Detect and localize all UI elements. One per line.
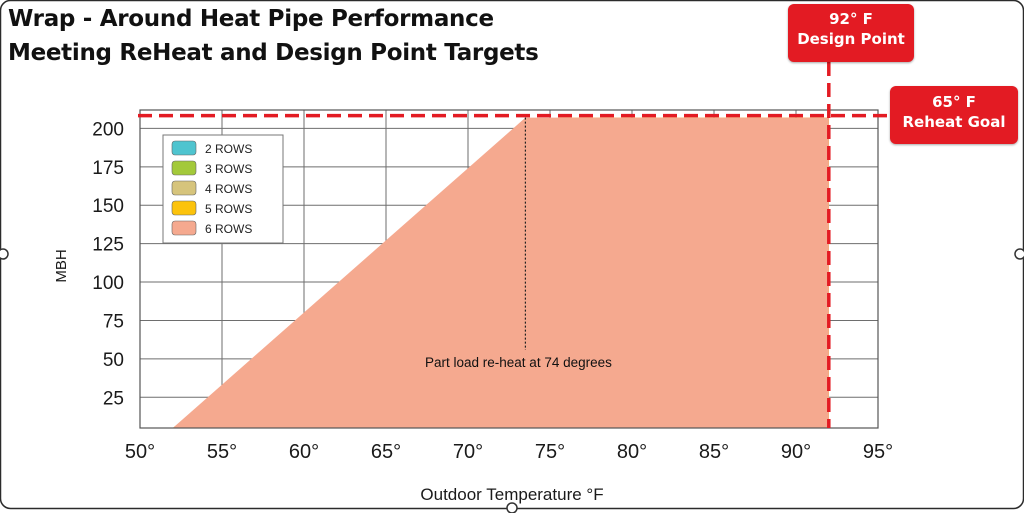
- axes: 50° 55° 60° 65° 70° 75° 80° 85° 90° 95° 25 50 75 100 1…: [53, 109, 893, 504]
- x-tick-label: 90°: [781, 441, 811, 463]
- legend-label: 5 ROWS: [205, 202, 252, 216]
- x-tick-label: 60°: [289, 441, 319, 463]
- legend-label: 4 ROWS: [205, 182, 252, 196]
- legend-swatch: [171, 140, 197, 156]
- legend-swatch: [171, 200, 197, 216]
- annotation-text: Part load re-heat at 74 degrees: [425, 355, 612, 370]
- chart-title-line-2: Meeting ReHeat and Design Point Targets: [8, 40, 539, 66]
- y-axis-label: MBH: [53, 249, 70, 282]
- legend-swatch: [171, 160, 197, 176]
- x-tick-label: 65°: [371, 441, 401, 463]
- legend-swatch: [171, 220, 197, 236]
- y-tick-label: 100: [92, 273, 124, 294]
- design-point-callout: 92° F Design Point: [788, 4, 914, 62]
- reheat-goal-temp: 65° F: [932, 93, 976, 111]
- frame-handle: [0, 248, 9, 260]
- x-tick-label: 50°: [125, 441, 155, 463]
- plot-border: [139, 109, 879, 429]
- reheat-goal-label: Reheat Goal: [902, 113, 1006, 131]
- y-tick-label: 150: [92, 196, 124, 217]
- x-tick-label: 95°: [863, 441, 893, 463]
- x-tick-label: 55°: [207, 441, 237, 463]
- reheat-goal-callout: 65° F Reheat Goal: [890, 86, 1018, 144]
- x-tick-label: 85°: [699, 441, 729, 463]
- reference-lines: Part load re-heat at 74 degrees: [138, 62, 892, 428]
- area-6-rows: [172, 117, 829, 429]
- x-axis-label: Outdoor Temperature °F: [420, 485, 603, 504]
- y-tick-label: 50: [103, 350, 124, 371]
- legend-label: 3 ROWS: [205, 162, 252, 176]
- x-tick-label: 70°: [453, 441, 483, 463]
- y-tick-label: 75: [103, 311, 124, 332]
- legend-swatch: [171, 180, 197, 196]
- plot-area: [139, 110, 879, 429]
- y-tick-label: 25: [103, 388, 124, 409]
- frame-handle: [1014, 248, 1024, 260]
- chart-title-line-1: Wrap - Around Heat Pipe Performance: [8, 6, 494, 32]
- design-point-label: Design Point: [797, 30, 905, 48]
- x-tick-label: 75°: [535, 441, 565, 463]
- legend: 2 ROWS 3 ROWS 4 ROWS 5 ROWS 6 ROWS: [162, 134, 284, 244]
- legend-label: 6 ROWS: [205, 222, 252, 236]
- y-tick-label: 175: [92, 158, 124, 179]
- y-tick-label: 125: [92, 235, 124, 256]
- legend-label: 2 ROWS: [205, 142, 252, 156]
- frame-handle: [506, 502, 518, 513]
- x-tick-label: 80°: [617, 441, 647, 463]
- design-point-temp: 92° F: [829, 10, 873, 28]
- y-tick-label: 200: [92, 119, 124, 140]
